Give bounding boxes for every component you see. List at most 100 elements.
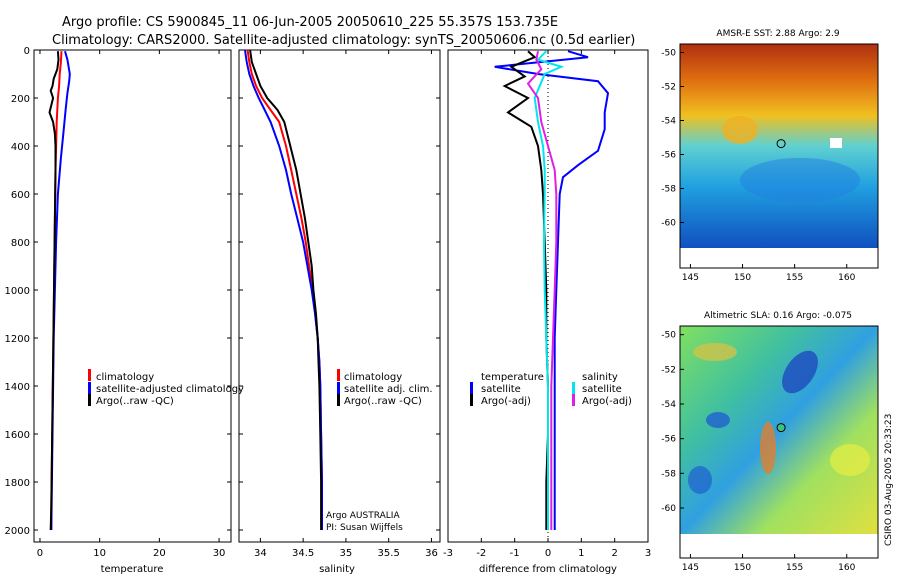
- header-line1: Argo profile: CS 5900845_11 06-Jun-2005 …: [62, 15, 558, 30]
- y-tick-label: 1800: [5, 478, 30, 489]
- legend-label-argo: Argo(..raw -QC): [96, 396, 174, 407]
- legend-swatch-argo: [337, 394, 340, 406]
- x-tick-label: -3: [443, 548, 453, 559]
- panel-frame: [33, 49, 232, 543]
- panel-salinity: 34 34.5 35 35.5 36 salinity climatology sate…: [238, 49, 441, 575]
- x-tick-label: 34.5: [292, 548, 314, 559]
- y-tick-label: 0: [24, 46, 30, 57]
- legend-swatch-satellite: [88, 382, 91, 394]
- y-tick-label: 2000: [5, 526, 30, 537]
- map-x-tick-label: 150: [734, 563, 751, 573]
- x-tick-label: 0: [545, 548, 551, 559]
- map-x-tick-label: 160: [838, 273, 855, 283]
- map-x-tick-label: 145: [682, 563, 699, 573]
- map-feature-high-3: [830, 444, 870, 476]
- legend-swatch-sal-satellite: [572, 382, 575, 394]
- map-axes: 145 150 155 160 -50 -52 -54 -56 -58 -60: [661, 331, 855, 573]
- map-y-tick-label: -56: [661, 151, 676, 161]
- y-tick-label: 600: [11, 190, 30, 201]
- x-axis-label: temperature: [101, 564, 164, 575]
- legend-swatch-satellite: [337, 382, 340, 394]
- legend-label-temp-satellite: satellite: [481, 384, 521, 395]
- y-tick-label: 800: [11, 238, 30, 249]
- map-sst: AMSR-E SST: 2.88 Argo: 2.9 145 150 155 160 -…: [661, 29, 879, 284]
- series-group: [244, 49, 323, 530]
- map-feature-warm-eddy: [722, 116, 758, 144]
- map-y-tick-label: -60: [661, 504, 676, 514]
- x-tick-label: 1: [578, 548, 584, 559]
- map-feature-low-2: [706, 412, 730, 428]
- map-sla: Altimetric SLA: 0.16 Argo: -0.075 145 150…: [661, 311, 879, 573]
- legend-swatch-temp-satellite: [470, 382, 473, 394]
- x-axis: 0 10 20 30: [37, 50, 226, 559]
- y-tick-label: 200: [11, 94, 30, 105]
- legend-label-climatology: climatology: [96, 372, 154, 383]
- map-x-tick-label: 145: [682, 273, 699, 283]
- map-image-sst: [680, 44, 878, 248]
- map-feature-cold-tongue: [740, 158, 860, 202]
- legend-label-satellite: satellite adj. clim.: [344, 384, 433, 395]
- legend-swatch-temp-argo: [470, 394, 473, 406]
- map-feature-low-1: [782, 350, 818, 394]
- x-axis: -3 -2 -1 0 1 2 3: [443, 50, 651, 559]
- legend-swatch-climatology: [337, 369, 340, 381]
- map-feature-low-3: [688, 466, 712, 494]
- map-y-tick-label: -54: [661, 117, 676, 127]
- x-axis: 34 34.5 35 35.5 36: [254, 50, 438, 559]
- map-feature-high-1: [760, 422, 776, 474]
- map-frame: [679, 43, 879, 269]
- legend-swatch-argo: [88, 394, 91, 406]
- map-y-tick-label: -52: [661, 365, 676, 375]
- map-y-tick-label: -50: [661, 49, 676, 59]
- legend-label-sal-satellite: satellite: [582, 384, 622, 395]
- map-feature-high-2: [693, 343, 737, 361]
- x-tick-label: -1: [510, 548, 520, 559]
- panel-difference: -3 -2 -1 0 1 2 3 difference from climatology t…: [443, 49, 651, 575]
- legend: climatology satellite adj. clim. Argo(..…: [337, 369, 433, 407]
- series-group: [494, 50, 610, 530]
- x-tick-label: 36: [425, 548, 438, 559]
- x-tick-label: 30: [213, 548, 226, 559]
- argo-position-marker: [776, 139, 786, 149]
- map-y-tick-label: -52: [661, 83, 676, 93]
- map-y-tick-label: -50: [661, 331, 676, 341]
- map-y-tick-label: -58: [661, 469, 676, 479]
- x-tick-label: 2: [611, 548, 617, 559]
- legend-label-temp-argo: Argo(-adj): [481, 396, 531, 407]
- y-tick-label: 1400: [5, 382, 30, 393]
- series-line-argo-raw-qc: [48, 51, 60, 531]
- legend-label-sal-argo: Argo(-adj): [582, 396, 632, 407]
- x-axis-label: salinity: [319, 564, 355, 575]
- legend-swatch-sal-argo: [572, 394, 575, 406]
- x-tick-label: 35.5: [378, 548, 400, 559]
- map-y-tick-label: -60: [661, 219, 676, 229]
- map-x-tick-label: 160: [838, 563, 855, 573]
- footer-stamp: CSIRO 03-Aug-2005 20:33:23: [884, 414, 894, 546]
- map-axes: 145 150 155 160 -50 -52 -54 -56 -58 -60: [661, 49, 855, 284]
- map-title: Altimetric SLA: 0.16 Argo: -0.075: [704, 311, 852, 321]
- x-tick-label: 35: [340, 548, 353, 559]
- x-tick-label: 20: [153, 548, 166, 559]
- y-axis: [239, 49, 440, 531]
- argo-position-marker: [776, 423, 786, 433]
- series-group: [48, 50, 71, 531]
- legend-label-climatology: climatology: [344, 372, 402, 383]
- x-tick-label: -2: [476, 548, 486, 559]
- y-tick-label: 400: [11, 142, 30, 153]
- x-tick-label: 10: [93, 548, 106, 559]
- map-x-tick-label: 150: [734, 273, 751, 283]
- map-frame: [679, 325, 879, 559]
- series-line-satellite-salinity: [533, 50, 565, 530]
- map-y-tick-label: -54: [661, 400, 676, 410]
- map-y-tick-label: -58: [661, 185, 676, 195]
- map-feature-white-patch: [830, 138, 842, 148]
- map-x-tick-label: 155: [786, 273, 803, 283]
- y-tick-label: 1600: [5, 430, 30, 441]
- legend: climatology satellite-adjusted climatolo…: [88, 369, 244, 407]
- x-tick-label: 0: [37, 548, 43, 559]
- series-line-argo-adj-salinity: [526, 51, 558, 530]
- y-tick-label: 1000: [5, 286, 30, 297]
- map-title: AMSR-E SST: 2.88 Argo: 2.9: [716, 29, 839, 39]
- annotation-pi: PI: Susan Wijffels: [326, 523, 403, 533]
